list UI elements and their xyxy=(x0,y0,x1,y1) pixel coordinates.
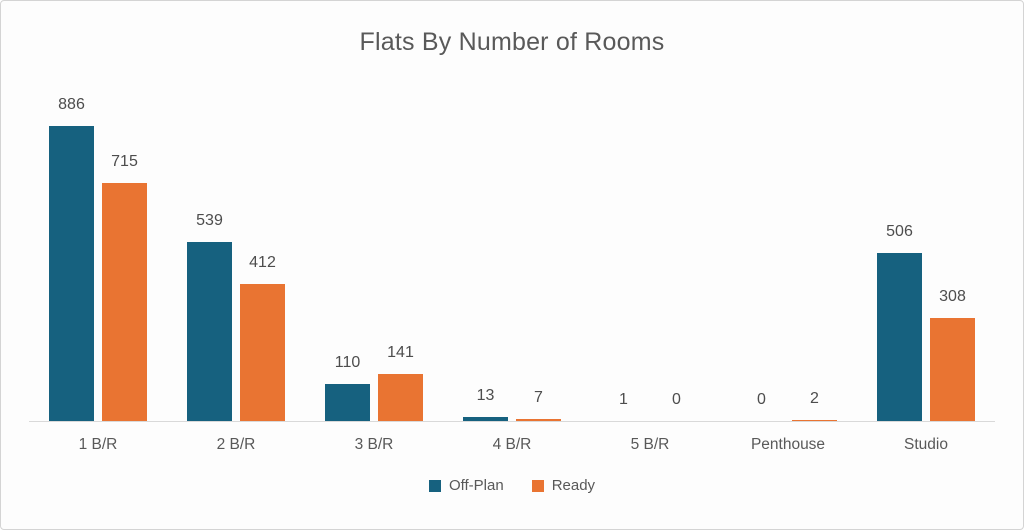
bar-group: 110 141 xyxy=(305,86,443,421)
bar-group: 506 308 xyxy=(857,86,995,421)
bar-off-plan xyxy=(463,417,508,421)
chart-title: Flats By Number of Rooms xyxy=(359,28,665,56)
x-axis-label: Penthouse xyxy=(750,436,826,453)
bar-column: 13 xyxy=(463,386,508,421)
bar-off-plan xyxy=(187,242,232,421)
data-label: 1 xyxy=(619,391,628,408)
bar-group: 539 412 xyxy=(167,86,305,421)
data-label: 715 xyxy=(111,153,138,170)
data-label: 110 xyxy=(334,354,361,371)
legend-item-ready: Ready xyxy=(531,477,596,494)
data-label: 141 xyxy=(387,344,414,361)
off-plan-swatch-icon xyxy=(428,479,441,492)
x-axis-label: 2 B/R xyxy=(216,436,256,453)
bar-column: 539 xyxy=(187,211,232,421)
bar-group: 886 715 xyxy=(29,86,167,421)
bar-column: 506 xyxy=(877,222,922,421)
bar-ready xyxy=(930,318,975,421)
bar-ready xyxy=(792,420,837,421)
x-axis-label: 4 B/R xyxy=(492,436,532,453)
bar-column: 308 xyxy=(930,287,975,421)
legend-label-ready: Ready xyxy=(551,477,596,494)
data-label: 412 xyxy=(249,254,276,271)
bar-column: 886 xyxy=(49,95,94,421)
bar-column: 0 xyxy=(739,390,784,421)
plot-area: 886 715 539 412 110 141 13 7 1 0 0 2 506 308 xyxy=(29,86,995,422)
bar-ready xyxy=(378,374,423,421)
x-axis-label: Studio xyxy=(904,436,948,453)
data-label: 506 xyxy=(886,223,913,240)
bar-column: 1 xyxy=(601,390,646,421)
bar-off-plan xyxy=(49,126,94,421)
bar-column: 2 xyxy=(792,389,837,421)
x-axis-label: 3 B/R xyxy=(354,436,394,453)
bar-column: 141 xyxy=(378,343,423,421)
bar-column: 412 xyxy=(240,253,285,421)
data-label: 0 xyxy=(672,391,681,408)
legend-item-off-plan: Off-Plan xyxy=(428,477,504,494)
legend: Off-Plan Ready xyxy=(1,477,1023,494)
x-axis-label: 1 B/R xyxy=(78,436,118,453)
data-label: 886 xyxy=(58,96,85,113)
bar-column: 0 xyxy=(654,390,699,421)
bar-column: 715 xyxy=(102,152,147,421)
bar-group: 13 7 xyxy=(443,86,581,421)
x-axis-label: 5 B/R xyxy=(630,436,670,453)
ready-swatch-icon xyxy=(531,479,544,492)
data-label: 308 xyxy=(939,288,966,305)
bar-off-plan xyxy=(325,384,370,421)
data-label: 13 xyxy=(476,387,495,404)
data-label: 7 xyxy=(534,389,543,406)
data-label: 539 xyxy=(196,212,223,229)
data-label: 2 xyxy=(810,390,819,407)
bar-ready xyxy=(102,183,147,421)
bar-off-plan xyxy=(877,253,922,421)
x-axis-labels: 1 B/R 2 B/R 3 B/R 4 B/R 5 B/R Penthouse Studio xyxy=(29,422,995,468)
bar-column: 7 xyxy=(516,388,561,421)
legend-label-off-plan: Off-Plan xyxy=(448,477,504,494)
bar-column: 110 xyxy=(325,353,370,421)
bar-ready xyxy=(516,419,561,421)
bar-ready xyxy=(240,284,285,421)
data-label: 0 xyxy=(757,391,766,408)
